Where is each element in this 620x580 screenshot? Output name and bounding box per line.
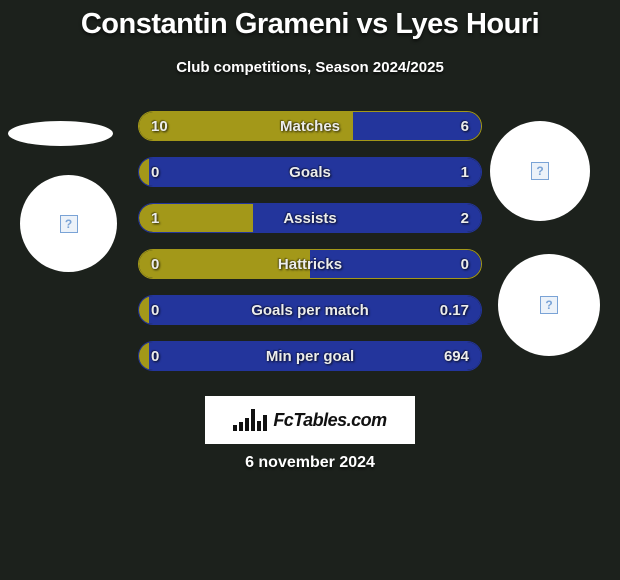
stats-area: ? ? ? 106Matches 01Goals 12Assists 00Hattri… [0, 111, 620, 401]
date-label: 6 november 2024 [0, 454, 620, 472]
stat-row: 00Hattricks [138, 249, 482, 279]
stat-row: 00.17Goals per match [138, 295, 482, 325]
logo-bars-icon [233, 409, 267, 431]
player-right-club-badge: ? [498, 254, 600, 356]
player-left-club-badge: ? [20, 175, 117, 272]
stat-label: Assists [139, 204, 481, 233]
stat-row: 01Goals [138, 157, 482, 187]
logo-text: FcTables.com [273, 410, 386, 431]
logo-band: FcTables.com [205, 396, 415, 444]
player-left-avatar [8, 121, 113, 146]
stat-bars: 106Matches 01Goals 12Assists 00Hattricks 00.… [138, 111, 482, 387]
subtitle: Club competitions, Season 2024/2025 [0, 59, 620, 76]
image-placeholder-icon: ? [531, 162, 549, 180]
stat-label: Matches [139, 112, 481, 141]
image-placeholder-icon: ? [540, 296, 558, 314]
stat-label: Goals [139, 158, 481, 187]
page-title: Constantin Grameni vs Lyes Houri [0, 8, 620, 41]
stat-row: 0694Min per goal [138, 341, 482, 371]
player-right-avatar: ? [490, 121, 590, 221]
image-placeholder-icon: ? [60, 215, 78, 233]
stat-label: Hattricks [139, 250, 481, 279]
stat-label: Goals per match [139, 296, 481, 325]
stat-row: 106Matches [138, 111, 482, 141]
stat-label: Min per goal [139, 342, 481, 371]
stat-row: 12Assists [138, 203, 482, 233]
